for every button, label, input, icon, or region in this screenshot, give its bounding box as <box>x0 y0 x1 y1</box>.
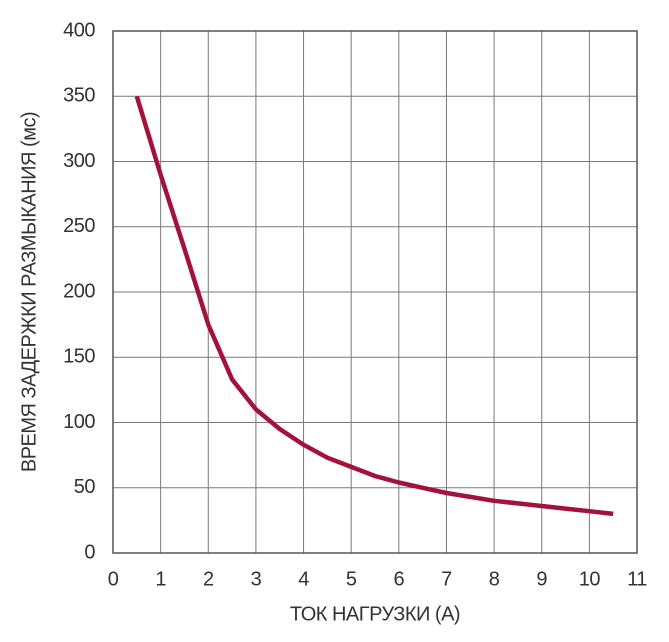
x-tick-label: 4 <box>298 568 309 590</box>
y-tick-label: 50 <box>74 476 96 498</box>
data-line <box>134 95 614 517</box>
x-tick-label: 3 <box>251 568 262 590</box>
y-tick-label: 0 <box>84 541 95 563</box>
x-tick-label: 11 <box>627 568 647 590</box>
x-tick-label: 8 <box>489 568 500 590</box>
y-tick-label: 150 <box>63 346 95 368</box>
x-tick-label: 1 <box>155 568 166 590</box>
y-tick-label: 350 <box>63 85 95 107</box>
y-tick-label: 200 <box>63 280 95 302</box>
y-tick-label: 250 <box>63 215 95 237</box>
x-tick-label: 9 <box>536 568 547 590</box>
x-axis-title: ТОК НАГРУЗКИ (А) <box>290 603 460 625</box>
x-tick-label: 10 <box>579 568 601 590</box>
x-tick-label: 5 <box>346 568 357 590</box>
x-tick-label: 7 <box>441 568 452 590</box>
x-tick-label: 0 <box>108 568 119 590</box>
y-tick-label: 100 <box>63 411 95 433</box>
y-tick-label: 300 <box>63 150 95 172</box>
x-tick-label: 2 <box>203 568 214 590</box>
y-tick-label: 400 <box>63 19 95 41</box>
plot-frame <box>112 30 638 554</box>
y-axis-title: ВРЕМЯ ЗАДЕРЖКИ РАЗМЫКАНИЯ (мс) <box>18 112 40 472</box>
x-tick-label: 6 <box>394 568 405 590</box>
